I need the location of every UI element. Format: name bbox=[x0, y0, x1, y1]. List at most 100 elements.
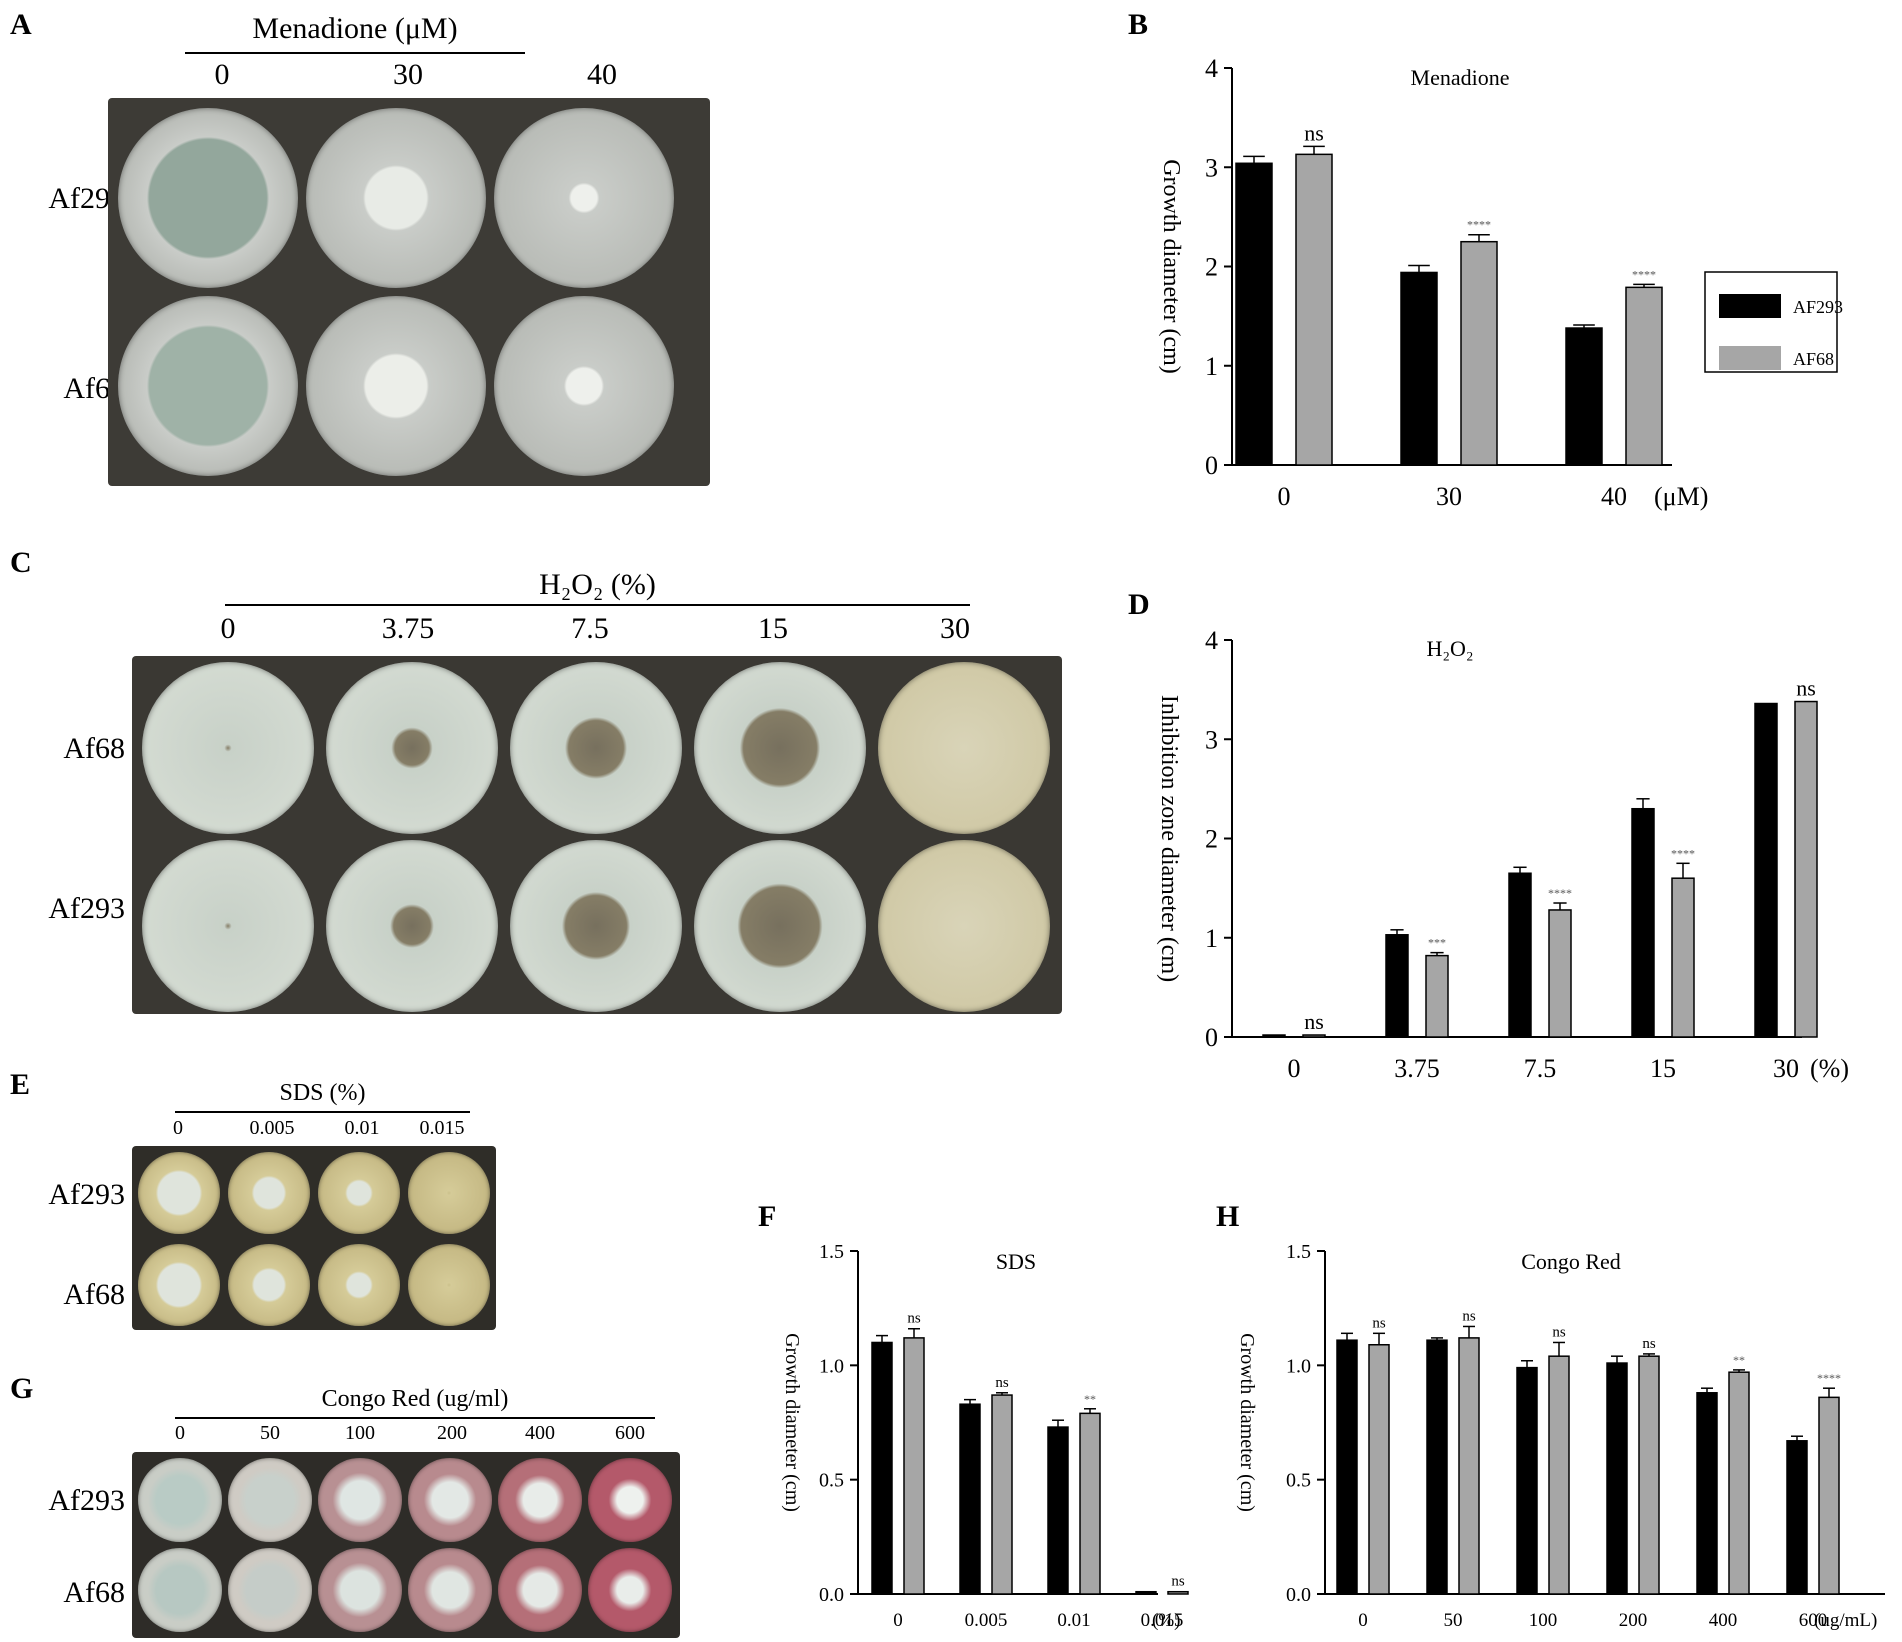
panel-e-letter: E bbox=[10, 1068, 31, 1101]
culture-dish bbox=[498, 1458, 582, 1542]
bar-af293 bbox=[1262, 1034, 1286, 1038]
bar-af68 bbox=[1167, 1590, 1189, 1595]
legend-label: AF293 bbox=[1793, 297, 1843, 317]
bar-af293 bbox=[1400, 271, 1438, 466]
panel-g-plate-photo bbox=[132, 1452, 680, 1638]
y-tick-label: 1.0 bbox=[819, 1355, 844, 1377]
y-tick-label: 1.5 bbox=[1286, 1241, 1311, 1263]
culture-dish bbox=[138, 1548, 222, 1632]
culture-dish bbox=[142, 662, 314, 834]
x-tick-label: 400 bbox=[1709, 1610, 1738, 1631]
significance-label: **** bbox=[1632, 267, 1656, 281]
y-tick-label: 0.5 bbox=[819, 1470, 844, 1492]
row-label: Af293 bbox=[48, 1484, 125, 1517]
bar-af293 bbox=[1606, 1362, 1628, 1595]
bar-af293 bbox=[1135, 1590, 1157, 1595]
culture-dish bbox=[510, 662, 682, 834]
y-tick-label: 0.0 bbox=[819, 1584, 844, 1606]
concentration-label: 0.015 bbox=[419, 1117, 465, 1139]
panel-c-letter: C bbox=[10, 546, 32, 579]
culture-dish bbox=[318, 1548, 402, 1632]
significance-label: ** bbox=[1084, 1392, 1096, 1406]
panel-g-header: Congo Red (ug/ml) bbox=[321, 1386, 509, 1412]
significance-label: ns bbox=[1304, 1009, 1324, 1034]
y-tick-label: 4 bbox=[1205, 54, 1218, 83]
bar-af293 bbox=[1426, 1339, 1448, 1595]
concentration-label: 0.005 bbox=[249, 1117, 295, 1139]
significance-label: **** bbox=[1467, 218, 1491, 232]
chart-title: Congo Red bbox=[1521, 1249, 1621, 1274]
bar-af68 bbox=[1548, 1355, 1570, 1595]
culture-dish bbox=[306, 108, 486, 288]
significance-label: ns bbox=[1304, 120, 1324, 145]
culture-dish bbox=[408, 1458, 492, 1542]
culture-dish bbox=[228, 1244, 310, 1326]
bar-af293 bbox=[871, 1341, 893, 1595]
culture-dish bbox=[326, 662, 498, 834]
significance-label: ns bbox=[1372, 1315, 1386, 1331]
legend-label: AF68 bbox=[1793, 349, 1834, 369]
significance-label: ** bbox=[1733, 1353, 1745, 1367]
culture-dish bbox=[878, 662, 1050, 834]
y-tick-label: 0.0 bbox=[1286, 1584, 1311, 1606]
concentration-label: 30 bbox=[940, 612, 970, 645]
x-axis-unit: (μM) bbox=[1654, 482, 1708, 511]
y-tick-label: 1.5 bbox=[819, 1241, 844, 1263]
x-tick-label: 40 bbox=[1601, 482, 1627, 511]
y-tick-label: 2 bbox=[1205, 253, 1218, 282]
bar-af68 bbox=[1728, 1371, 1750, 1595]
culture-dish bbox=[228, 1548, 312, 1632]
panel-e-header-rule bbox=[175, 1111, 470, 1113]
bar-af68 bbox=[1368, 1344, 1390, 1595]
y-axis-label: Growth diameter (cm) bbox=[1236, 1333, 1258, 1512]
panel-e-plate-photo bbox=[132, 1146, 496, 1330]
concentration-label: 200 bbox=[437, 1422, 467, 1444]
bar-af293 bbox=[1047, 1426, 1069, 1595]
concentration-label: 400 bbox=[525, 1422, 555, 1444]
culture-dish bbox=[138, 1458, 222, 1542]
panel-c-header-rule bbox=[225, 604, 970, 606]
bar-af68 bbox=[1794, 700, 1818, 1038]
panel-g-letter: G bbox=[10, 1372, 34, 1405]
culture-dish bbox=[138, 1244, 220, 1326]
bar-af68 bbox=[1295, 153, 1333, 466]
concentration-label: 3.75 bbox=[381, 612, 435, 645]
culture-dish bbox=[118, 296, 298, 476]
bar-af68 bbox=[1425, 954, 1449, 1038]
bar-af293 bbox=[1786, 1440, 1808, 1595]
x-tick-label: 7.5 bbox=[1524, 1054, 1557, 1083]
x-tick-label: 0.005 bbox=[965, 1610, 1008, 1631]
culture-dish bbox=[694, 840, 866, 1012]
culture-dish bbox=[228, 1458, 312, 1542]
row-label: Af293 bbox=[48, 1178, 125, 1211]
bar-af293 bbox=[1754, 702, 1778, 1038]
x-axis-unit: (ug/mL) bbox=[1814, 1610, 1877, 1631]
bar-af293 bbox=[1235, 162, 1273, 466]
chart-b-menadione: 0 1 2 3 4 Growth diameter (cm) Menadione ns 0 ***… bbox=[1158, 54, 1843, 511]
row-label: Af293 bbox=[48, 892, 125, 925]
x-tick-label: 0 bbox=[893, 1610, 903, 1631]
y-axis-label: Growth diameter (cm) bbox=[781, 1333, 803, 1512]
y-tick-label: 4 bbox=[1205, 626, 1218, 655]
x-tick-label: 100 bbox=[1529, 1610, 1558, 1631]
concentration-label: 15 bbox=[758, 612, 788, 645]
significance-label: *** bbox=[1428, 936, 1446, 950]
significance-label: ns bbox=[907, 1311, 921, 1327]
culture-dish bbox=[118, 108, 298, 288]
row-label: Af68 bbox=[63, 732, 125, 765]
panel-a-plate-photo bbox=[108, 98, 710, 486]
concentration-label: 600 bbox=[615, 1422, 645, 1444]
significance-label: ns bbox=[1462, 1308, 1476, 1324]
x-axis-unit: (%) bbox=[1810, 1054, 1849, 1083]
y-tick-label: 0 bbox=[1205, 451, 1218, 480]
x-tick-label: 0.01 bbox=[1057, 1610, 1090, 1631]
bar-af68 bbox=[1302, 1034, 1326, 1038]
bar-af68 bbox=[991, 1394, 1013, 1595]
concentration-label: 50 bbox=[260, 1422, 280, 1444]
panel-a-letter: A bbox=[10, 8, 32, 41]
culture-dish bbox=[326, 840, 498, 1012]
culture-dish bbox=[228, 1152, 310, 1234]
culture-dish bbox=[318, 1244, 400, 1326]
x-tick-label: 200 bbox=[1619, 1610, 1648, 1631]
significance-label: ns bbox=[1171, 1574, 1185, 1590]
